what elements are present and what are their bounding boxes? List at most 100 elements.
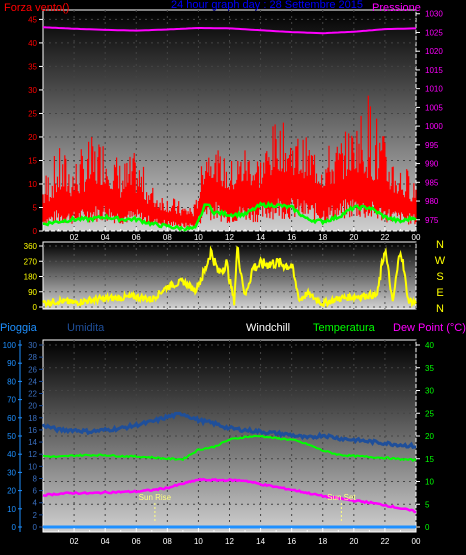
sun-markers: Sun Rise Sun Set <box>139 493 356 523</box>
y-humidity-tick-label: 14 <box>28 438 37 447</box>
compass-label: S <box>436 271 443 283</box>
y-right-tick-label: 1010 <box>425 85 443 94</box>
y-humidity-tick-label: 8 <box>33 474 38 483</box>
y-rain-tick-label: 30 <box>7 468 16 477</box>
x-tick-label: 22 <box>380 537 389 546</box>
y-direction-tick-label: 0 <box>33 303 38 312</box>
x-tick-label: 10 <box>194 233 203 242</box>
series-line-dew-point <box>42 477 417 514</box>
y-humidity-tick-label: 20 <box>28 402 37 411</box>
x-tick-label: 02 <box>70 537 79 546</box>
x-tick-label: 06 <box>132 233 141 242</box>
y-rain-tick-label: 80 <box>7 377 16 386</box>
wind-series <box>42 95 417 228</box>
series-line-umidita <box>41 411 416 449</box>
y-right-tick-label: 975 <box>425 216 439 225</box>
x-tick-label: 02 <box>70 233 79 242</box>
axes-panel-1: 0510152025303540459759809859909951000100… <box>28 10 443 242</box>
series-line-pressione <box>42 26 416 35</box>
y-left-tick-label: 15 <box>28 156 37 165</box>
sun-annotation-label: Sun Set <box>327 493 356 502</box>
y-direction-tick-label: 270 <box>24 257 38 266</box>
y-left-tick-label: 10 <box>28 180 37 189</box>
y-right-tick-label: 985 <box>425 178 439 187</box>
y-left-tick-label: 25 <box>28 109 37 118</box>
y-left-tick-label: 20 <box>28 133 37 142</box>
label-temperatura: Temperatura <box>313 322 376 334</box>
y-temp-tick-label: 15 <box>425 455 434 464</box>
x-tick-label: 04 <box>101 233 110 242</box>
y-rain-tick-label: 70 <box>7 396 16 405</box>
series-line-direzione-vento <box>42 245 417 309</box>
right-axis-label: Pressione <box>372 2 421 14</box>
x-tick-label: 18 <box>318 233 327 242</box>
x-tick-label: 00 <box>412 233 421 242</box>
label-dew-point: Dew Point (°C) <box>393 322 466 334</box>
y-right-tick-label: 1025 <box>425 28 443 37</box>
y-right-tick-label: 1015 <box>425 66 443 75</box>
x-tick-label: 14 <box>256 537 265 546</box>
left-axis-label: Forza vento() <box>4 2 69 14</box>
y-temp-tick-label: 20 <box>425 432 434 441</box>
y-direction-tick-label: 180 <box>24 273 38 282</box>
series-bars-forza-vento <box>42 95 417 228</box>
chart-title: 24 hour graph day : 28 Settembre 2015 <box>171 0 363 11</box>
x-tick-label: 08 <box>163 537 172 546</box>
axes-panel-2: 0 90 180 270 360 <box>24 242 43 312</box>
y-humidity-tick-label: 6 <box>33 487 38 496</box>
y-temp-tick-label: 30 <box>425 387 434 396</box>
y-left-tick-label: 45 <box>28 15 37 24</box>
axes-panel-3: 0510152025303540010203040506070809010002… <box>3 340 434 546</box>
x-tick-label: 08 <box>163 233 172 242</box>
y-rain-tick-label: 10 <box>7 505 16 514</box>
x-tick-label: 06 <box>132 537 141 546</box>
x-tick-label: 12 <box>225 233 234 242</box>
x-tick-label: 12 <box>225 537 234 546</box>
y-humidity-tick-label: 24 <box>28 377 37 386</box>
y-right-tick-label: 995 <box>425 141 439 150</box>
y-left-tick-label: 35 <box>28 62 37 71</box>
label-umidita: Umidita <box>67 322 105 334</box>
y-humidity-tick-label: 28 <box>28 353 37 362</box>
compass-label: E <box>436 287 443 299</box>
compass-label: N <box>436 239 444 251</box>
label-windchill: Windchill <box>246 322 290 334</box>
y-temp-tick-label: 0 <box>425 523 430 532</box>
x-tick-label: 00 <box>412 537 421 546</box>
y-temp-tick-label: 10 <box>425 478 434 487</box>
x-tick-label: 20 <box>349 537 358 546</box>
y-right-tick-label: 1030 <box>425 10 443 19</box>
y-right-tick-label: 990 <box>425 160 439 169</box>
y-humidity-tick-label: 10 <box>28 462 37 471</box>
compass-label: W <box>435 255 446 267</box>
y-right-tick-label: 1000 <box>425 122 443 131</box>
y-temp-tick-label: 35 <box>425 364 434 373</box>
y-humidity-tick-label: 12 <box>28 450 37 459</box>
y-rain-tick-label: 50 <box>7 432 16 441</box>
x-tick-label: 22 <box>380 233 389 242</box>
y-direction-tick-label: 360 <box>24 242 38 251</box>
x-tick-label: 18 <box>318 537 327 546</box>
y-humidity-tick-label: 30 <box>28 341 37 350</box>
y-humidity-tick-label: 0 <box>33 523 38 532</box>
y-rain-tick-label: 20 <box>7 487 16 496</box>
y-humidity-tick-label: 18 <box>28 414 37 423</box>
y-rain-tick-label: 100 <box>3 341 17 350</box>
y-temp-tick-label: 5 <box>425 500 430 509</box>
y-left-tick-label: 40 <box>28 39 37 48</box>
y-rain-tick-label: 0 <box>12 523 17 532</box>
y-right-tick-label: 1020 <box>425 47 443 56</box>
y-temp-tick-label: 25 <box>425 409 434 418</box>
y-left-tick-label: 30 <box>28 86 37 95</box>
y-left-tick-label: 0 <box>33 227 38 236</box>
x-tick-label: 16 <box>287 233 296 242</box>
y-humidity-tick-label: 26 <box>28 365 37 374</box>
label-pioggia: Pioggia <box>0 322 38 334</box>
x-tick-label: 16 <box>287 537 296 546</box>
y-right-tick-label: 980 <box>425 197 439 206</box>
y-humidity-tick-label: 16 <box>28 426 37 435</box>
y-humidity-tick-label: 4 <box>33 499 38 508</box>
x-tick-label: 14 <box>256 233 265 242</box>
y-rain-tick-label: 90 <box>7 359 16 368</box>
